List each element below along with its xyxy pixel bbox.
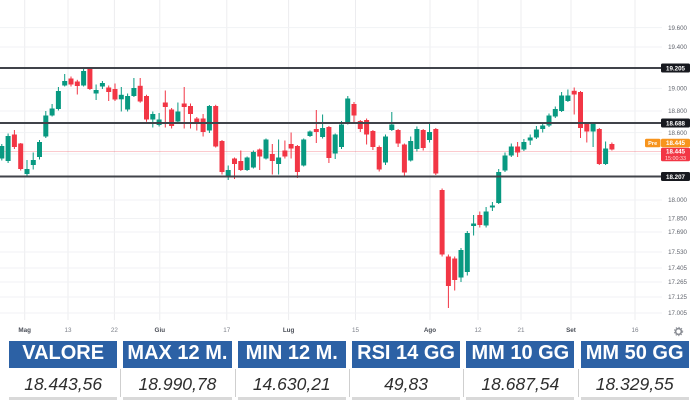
svg-text:19.400: 19.400 <box>668 44 687 51</box>
svg-text:17.850: 17.850 <box>668 216 687 223</box>
svg-text:19.000: 19.000 <box>668 86 687 93</box>
svg-text:13: 13 <box>64 327 72 334</box>
svg-text:15:00:33: 15:00:33 <box>665 156 686 162</box>
svg-text:Mag: Mag <box>18 327 31 334</box>
svg-text:15: 15 <box>352 327 360 334</box>
svg-text:16: 16 <box>631 327 639 334</box>
svg-text:18.800: 18.800 <box>668 108 687 115</box>
svg-text:22: 22 <box>111 327 119 334</box>
svg-text:18.207: 18.207 <box>666 174 685 181</box>
svg-text:Set: Set <box>566 327 577 334</box>
svg-text:18.000: 18.000 <box>668 197 687 204</box>
svg-text:18.688: 18.688 <box>666 120 685 127</box>
svg-text:21: 21 <box>517 327 525 334</box>
svg-text:Giu: Giu <box>155 327 166 334</box>
svg-text:17.690: 17.690 <box>668 229 687 236</box>
svg-text:Ago: Ago <box>424 327 436 334</box>
svg-text:17: 17 <box>223 327 231 334</box>
svg-text:17.405: 17.405 <box>668 265 687 272</box>
svg-text:19.600: 19.600 <box>668 25 687 32</box>
svg-text:18.600: 18.600 <box>668 130 687 137</box>
svg-text:18.445: 18.445 <box>666 149 685 156</box>
svg-text:17.125: 17.125 <box>668 294 687 301</box>
svg-text:Pre: Pre <box>648 141 657 147</box>
svg-text:17.265: 17.265 <box>668 279 687 286</box>
svg-text:12: 12 <box>474 327 482 334</box>
svg-text:17.005: 17.005 <box>668 310 687 317</box>
svg-text:17.530: 17.530 <box>668 249 687 256</box>
svg-text:Lug: Lug <box>283 327 295 334</box>
svg-text:19.205: 19.205 <box>666 65 685 72</box>
svg-text:18.445: 18.445 <box>666 140 685 147</box>
